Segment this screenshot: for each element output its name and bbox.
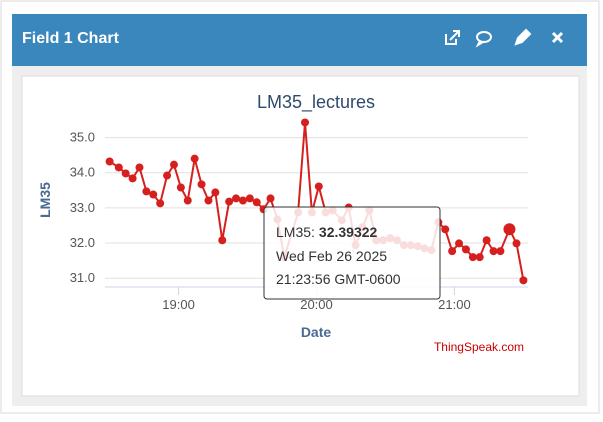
tooltip: LM35: 32.39322 Wed Feb 26 2025 21:23:56 G… bbox=[263, 206, 441, 300]
tooltip-time: 21:23:56 GMT-0600 bbox=[276, 271, 401, 287]
data-point bbox=[218, 236, 227, 245]
data-point bbox=[448, 247, 457, 256]
data-point bbox=[468, 253, 477, 262]
data-point bbox=[128, 174, 137, 183]
y-tick-label: 32.0 bbox=[70, 235, 95, 250]
tooltip-value: LM35: 32.39322 bbox=[276, 224, 378, 240]
data-point bbox=[519, 276, 528, 285]
open-icon[interactable] bbox=[445, 30, 460, 45]
data-point bbox=[163, 171, 172, 180]
widget-title: Field 1 Chart bbox=[22, 30, 120, 47]
data-point bbox=[461, 245, 470, 254]
x-axis-title: Date bbox=[301, 324, 332, 340]
data-point bbox=[482, 236, 491, 245]
data-point bbox=[204, 196, 213, 205]
data-point bbox=[225, 197, 234, 206]
credit: ThingSpeak.com bbox=[434, 340, 524, 354]
y-tick-label: 31.0 bbox=[70, 270, 95, 285]
x-tick-label: 19:00 bbox=[162, 297, 195, 312]
data-point bbox=[176, 183, 185, 192]
data-point bbox=[301, 118, 310, 127]
tooltip-box bbox=[263, 206, 441, 300]
data-point bbox=[156, 199, 165, 208]
data-point bbox=[114, 163, 123, 172]
data-point bbox=[183, 196, 192, 205]
data-point bbox=[512, 239, 521, 248]
tooltip-series: LM35: bbox=[276, 224, 315, 240]
tooltip-number: 32.39322 bbox=[319, 224, 378, 240]
data-point bbox=[197, 180, 206, 189]
data-point bbox=[232, 194, 241, 203]
data-point bbox=[475, 253, 484, 262]
widget-header bbox=[12, 14, 587, 66]
x-tick-label: 20:00 bbox=[300, 297, 333, 312]
data-point bbox=[142, 187, 151, 196]
data-point bbox=[238, 196, 247, 205]
data-point bbox=[441, 225, 450, 234]
chart-title: LM35_lectures bbox=[257, 92, 375, 113]
data-point bbox=[105, 157, 114, 166]
data-point bbox=[121, 169, 130, 178]
data-point bbox=[266, 194, 275, 203]
data-point bbox=[169, 160, 178, 169]
data-point bbox=[211, 188, 220, 197]
data-point bbox=[496, 247, 505, 256]
y-axis-title: LM35 bbox=[37, 182, 53, 218]
edit-icon[interactable] bbox=[514, 28, 532, 46]
data-point bbox=[190, 154, 199, 163]
data-point bbox=[135, 163, 144, 172]
data-point bbox=[314, 182, 323, 191]
y-tick-label: 34.0 bbox=[70, 165, 95, 180]
data-point bbox=[245, 194, 254, 203]
close-icon[interactable] bbox=[551, 31, 564, 44]
y-tick-label: 35.0 bbox=[70, 130, 95, 145]
header-icons bbox=[445, 28, 564, 48]
data-point bbox=[503, 223, 516, 236]
comment-icon[interactable] bbox=[475, 31, 492, 48]
data-point bbox=[455, 239, 464, 248]
data-point bbox=[489, 247, 498, 256]
data-point bbox=[252, 198, 261, 207]
x-tick-label: 21:00 bbox=[438, 297, 471, 312]
data-point bbox=[149, 190, 158, 199]
tooltip-date: Wed Feb 26 2025 bbox=[276, 248, 387, 264]
y-tick-label: 33.0 bbox=[70, 200, 95, 215]
